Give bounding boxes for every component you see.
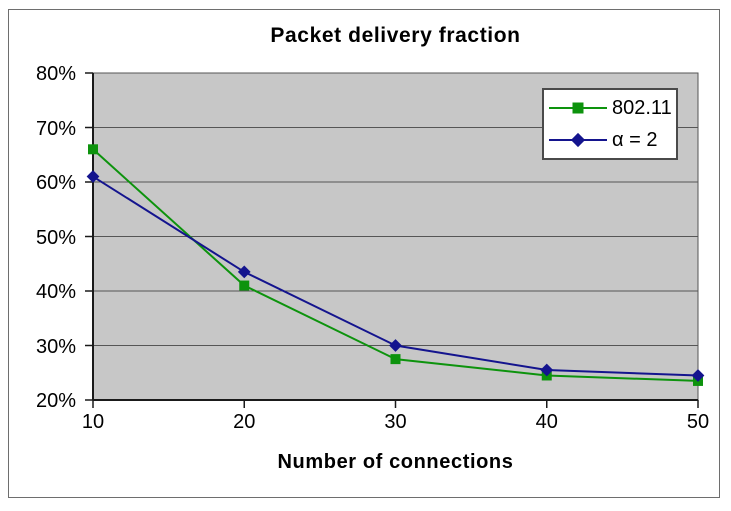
x-tick-label: 50: [686, 411, 710, 433]
legend: 802.11 α = 2: [542, 88, 678, 160]
legend-item: α = 2: [549, 124, 676, 156]
y-tick-label: 50%: [35, 226, 76, 249]
legend-label: 802.11: [612, 96, 672, 119]
marker-square: [239, 280, 250, 291]
marker-diamond: [237, 265, 251, 279]
x-tick-label: 30: [384, 411, 407, 433]
legend-label: α = 2: [612, 128, 658, 151]
x-tick-label: 10: [81, 411, 105, 433]
marker-square: [390, 354, 401, 365]
marker-square: [572, 102, 584, 114]
chart-title: Packet delivery fraction: [270, 24, 521, 47]
y-tick-label: 40%: [35, 281, 76, 303]
legend-marker-square-icon: [549, 102, 607, 114]
marker-diamond: [86, 170, 100, 183]
x-tick-label: 40: [535, 411, 558, 433]
legend-marker-diamond-icon: [549, 132, 607, 148]
y-tick-label: 70%: [35, 117, 76, 140]
legend-item: 802.11: [549, 92, 676, 124]
marker-diamond: [570, 132, 586, 148]
marker-diamond: [389, 339, 402, 352]
marker-square: [88, 144, 98, 155]
y-tick-label: 60%: [35, 172, 76, 194]
y-tick-label: 30%: [35, 335, 76, 358]
y-tick-label: 80%: [35, 63, 76, 85]
x-axis-title: Number of connections: [277, 451, 514, 473]
x-tick-label: 20: [233, 411, 256, 433]
y-tick-label: 20%: [35, 390, 76, 412]
